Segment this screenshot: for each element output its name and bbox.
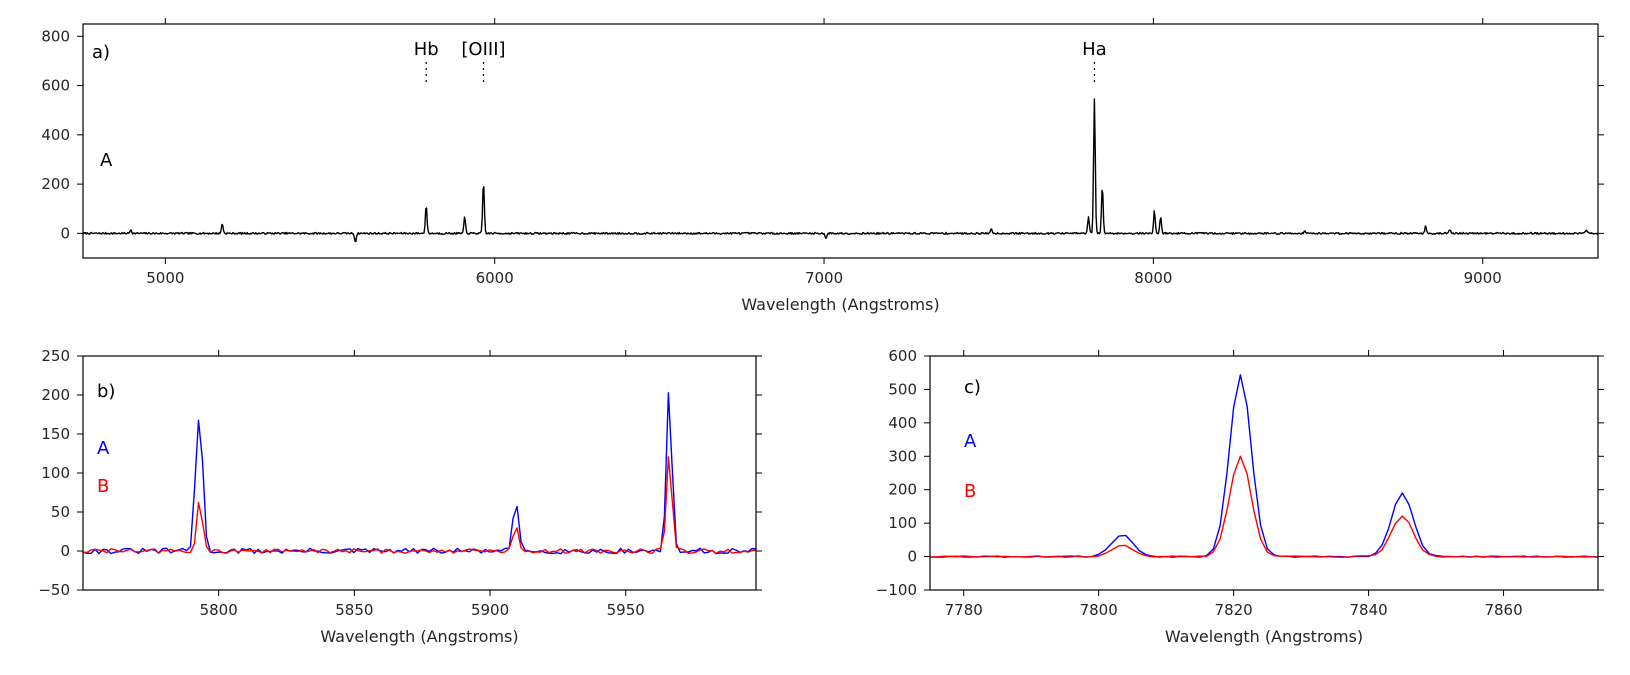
y-tick-label: 200 [41,175,70,193]
y-tick-label: 100 [888,514,917,532]
axes-frame [82,355,757,591]
x-tick-label: 6000 [476,269,514,287]
line-annotation-label: Hb [414,39,439,60]
y-tick-label: 150 [41,425,70,443]
y-tick-label: 0 [60,224,70,242]
x-tick-label: 5850 [335,601,373,619]
y-tick-label: 800 [41,27,70,45]
x-tick-label: 7780 [945,601,983,619]
x-tick-label: 5000 [146,269,184,287]
x-tick-label: 5900 [471,601,509,619]
x-axis-label: Wavelength (Angstroms) [741,295,939,314]
y-tick-label: 0 [60,542,70,560]
y-tick-label: 50 [51,503,70,521]
panel-c: 7780 7800 7820 7840 7860 −100 0 100 200 300 400 500… [876,347,1604,646]
axes-frame [82,23,1599,259]
panel-label: b) [97,381,115,402]
y-tick-label: 300 [888,447,917,465]
x-tick-label: 5950 [607,601,645,619]
x-tick-label: 7000 [805,269,843,287]
plot-area [83,392,756,555]
panel-label: a) [92,42,110,63]
panel-a: 5000 6000 7000 8000 9000 0 200 400 600 800 Wavelen… [41,18,1604,314]
plot-area [83,98,1598,243]
panel-label: c) [964,377,981,398]
y-tick-label: 400 [888,414,917,432]
y-tick-label: −50 [38,581,70,599]
y-tick-label: 600 [888,347,917,365]
legend-entry-a: A [964,431,977,452]
y-tick-label: −100 [876,581,917,599]
x-tick-label: 7840 [1349,601,1387,619]
y-tick-label: 100 [41,464,70,482]
x-tick-label: 7820 [1215,601,1253,619]
y-tick-label: 0 [907,548,917,566]
axes-frame [929,355,1599,591]
legend-entry-a: A [100,150,113,171]
x-tick-label: 5800 [200,601,238,619]
y-tick-label: 600 [41,77,70,95]
series-line-a [83,392,756,555]
panel-b: 5800 5850 5900 5950 −50 0 50 100 150 200 250 Wavele… [38,347,762,646]
y-tick-label: 200 [41,386,70,404]
y-tick-label: 250 [41,347,70,365]
y-tick-label: 500 [888,380,917,398]
x-tick-label: 7860 [1484,601,1522,619]
x-axis-label: Wavelength (Angstroms) [1165,627,1363,646]
line-annotation-label: [OIII] [461,39,505,60]
line-annotation-label: Ha [1082,39,1107,60]
legend-entry-b: B [964,481,976,502]
x-tick-label: 7800 [1080,601,1118,619]
y-tick-label: 200 [888,481,917,499]
x-tick-label: 9000 [1464,269,1502,287]
series-line-b [83,456,756,554]
legend-entry-a: A [97,438,110,459]
plot-area [930,374,1598,558]
x-tick-label: 8000 [1134,269,1172,287]
legend-entry-b: B [97,476,109,497]
series-line-a [930,374,1598,558]
y-tick-label: 400 [41,126,70,144]
x-axis-label: Wavelength (Angstroms) [320,627,518,646]
series-line-a [83,98,1598,243]
series-line-b [930,455,1598,558]
